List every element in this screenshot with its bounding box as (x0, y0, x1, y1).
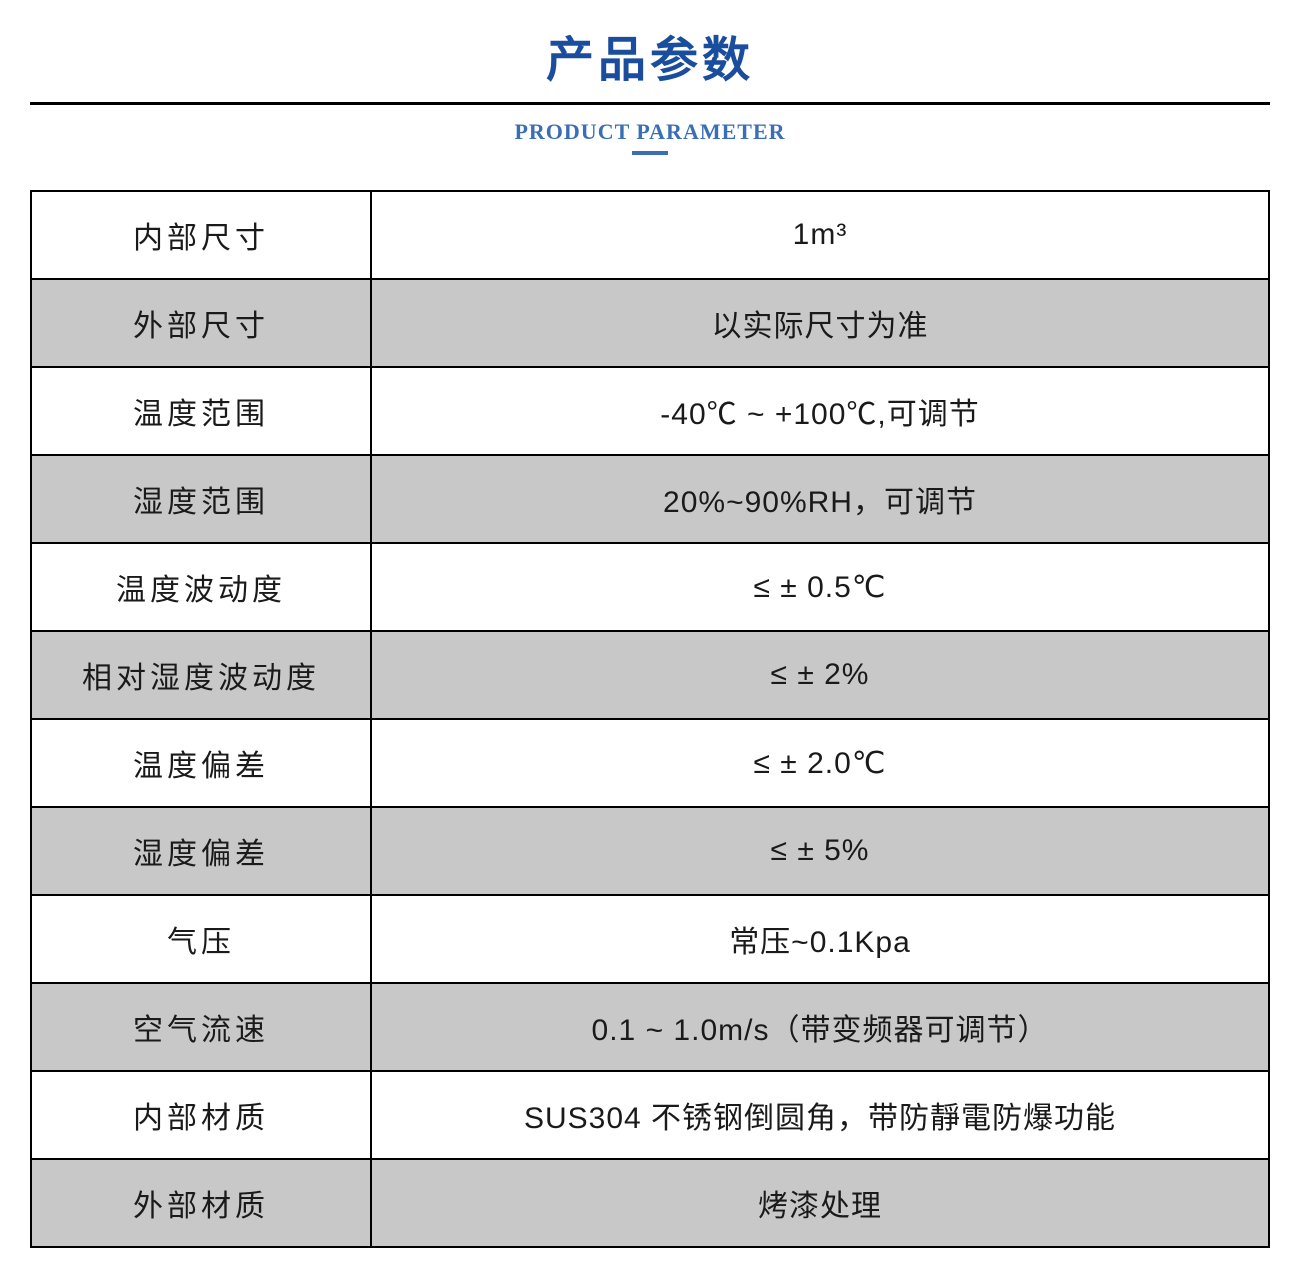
param-value: 20%~90%RH，可调节 (371, 455, 1269, 543)
param-value: SUS304 不锈钢倒圆角，带防靜電防爆功能 (371, 1071, 1269, 1159)
table-row: 气压常压~0.1Kpa (31, 895, 1269, 983)
param-label: 气压 (31, 895, 371, 983)
table-row: 外部尺寸以实际尺寸为准 (31, 279, 1269, 367)
param-value: 以实际尺寸为准 (371, 279, 1269, 367)
table-row: 温度波动度≤ ± 0.5℃ (31, 543, 1269, 631)
table-row: 外部材质烤漆处理 (31, 1159, 1269, 1247)
param-label: 外部材质 (31, 1159, 371, 1247)
title-english: PRODUCT PARAMETER (514, 119, 785, 155)
header: 产品参数 PRODUCT PARAMETER (30, 20, 1270, 155)
table-row: 湿度范围20%~90%RH，可调节 (31, 455, 1269, 543)
param-value: -40℃ ~ +100℃,可调节 (371, 367, 1269, 455)
table-row: 温度偏差≤ ± 2.0℃ (31, 719, 1269, 807)
parameters-table: 内部尺寸1m³外部尺寸以实际尺寸为准温度范围-40℃ ~ +100℃,可调节湿度… (30, 190, 1270, 1248)
title-divider (30, 102, 1270, 105)
param-label: 湿度范围 (31, 455, 371, 543)
param-value: 常压~0.1Kpa (371, 895, 1269, 983)
param-label: 温度范围 (31, 367, 371, 455)
param-value: ≤ ± 5% (371, 807, 1269, 895)
param-value: ≤ ± 0.5℃ (371, 543, 1269, 631)
param-label: 内部材质 (31, 1071, 371, 1159)
table-row: 空气流速0.1 ~ 1.0m/s（带变频器可调节） (31, 983, 1269, 1071)
table-row: 湿度偏差≤ ± 5% (31, 807, 1269, 895)
param-value: 0.1 ~ 1.0m/s（带变频器可调节） (371, 983, 1269, 1071)
table-row: 内部尺寸1m³ (31, 191, 1269, 279)
param-value: 烤漆处理 (371, 1159, 1269, 1247)
param-label: 温度偏差 (31, 719, 371, 807)
param-label: 空气流速 (31, 983, 371, 1071)
parameters-tbody: 内部尺寸1m³外部尺寸以实际尺寸为准温度范围-40℃ ~ +100℃,可调节湿度… (31, 191, 1269, 1247)
param-label: 温度波动度 (31, 543, 371, 631)
param-label: 外部尺寸 (31, 279, 371, 367)
param-value: 1m³ (371, 191, 1269, 279)
table-row: 温度范围-40℃ ~ +100℃,可调节 (31, 367, 1269, 455)
table-row: 相对湿度波动度≤ ± 2% (31, 631, 1269, 719)
param-label: 相对湿度波动度 (31, 631, 371, 719)
param-value: ≤ ± 2.0℃ (371, 719, 1269, 807)
param-label: 内部尺寸 (31, 191, 371, 279)
title-chinese: 产品参数 (30, 20, 1270, 102)
table-row: 内部材质SUS304 不锈钢倒圆角，带防靜電防爆功能 (31, 1071, 1269, 1159)
param-label: 湿度偏差 (31, 807, 371, 895)
param-value: ≤ ± 2% (371, 631, 1269, 719)
